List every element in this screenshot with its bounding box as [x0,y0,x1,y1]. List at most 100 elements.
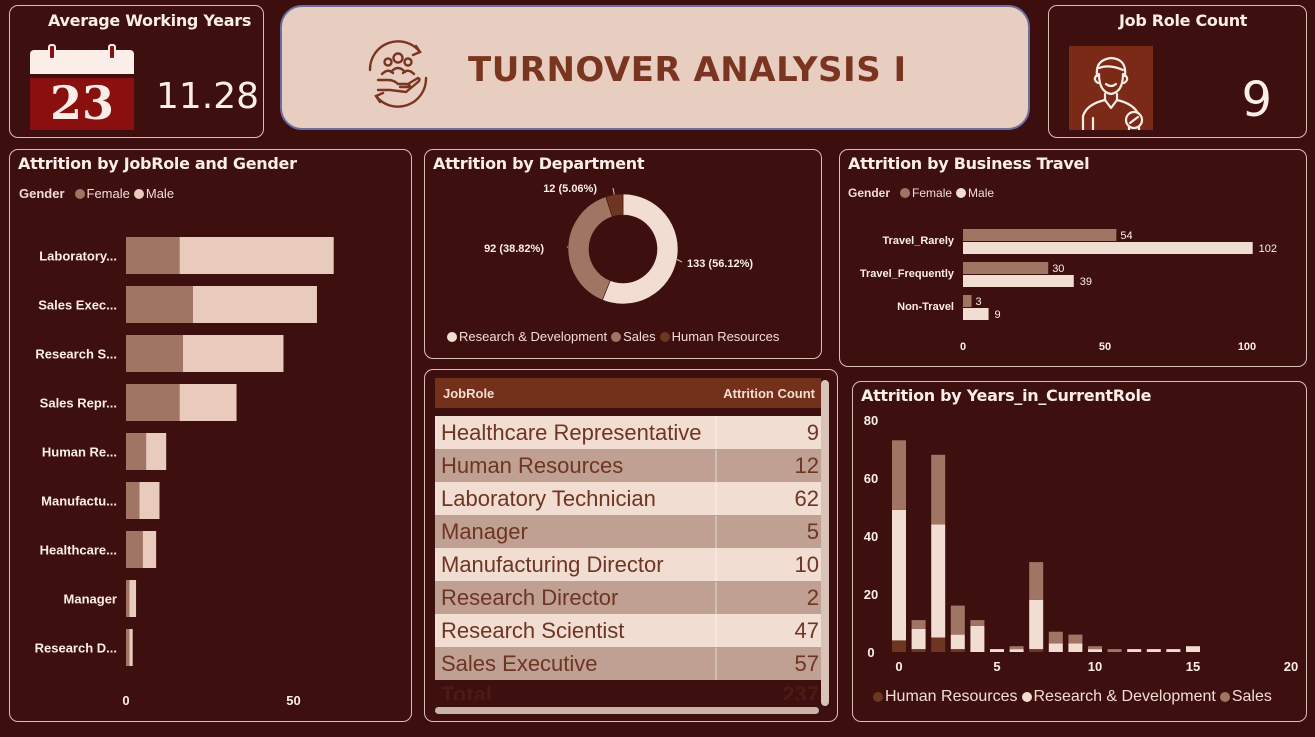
table-row[interactable]: Manufacturing Director 10 [435,548,821,581]
chart-title: Attrition by Department [433,154,645,173]
legend-hr-dot [659,332,670,342]
data-label: 92 (38.82%) [484,243,544,255]
data-label: 3 [976,296,982,308]
y-tick-label: 60 [864,471,878,486]
bar-male [179,384,237,421]
y-tick-label: Manager [64,592,117,607]
x-tick-label: 10 [1088,659,1102,674]
y-tick-label: Laboratory... [39,249,117,264]
bar-male [179,237,334,274]
legend-female: Female [86,186,130,201]
total-label: Total [441,682,492,700]
cell-attrition-count: 47 [715,615,821,647]
data-label: 39 [1080,276,1092,288]
legend-hr-dot [873,692,883,702]
bar-male [129,629,133,666]
bar-female [963,262,1049,274]
bar-segment [990,649,1004,652]
bar-segment [931,637,946,652]
bar-male [142,531,157,568]
y-tick-label: Travel_Rarely [882,235,954,247]
leader-line [612,187,615,195]
data-label: 30 [1052,263,1064,275]
kpi-average-working-years: Average Working Years 23 11.28 [9,5,264,138]
table-row[interactable]: Sales Executive 57 [435,647,821,680]
col-jobrole[interactable]: JobRole [443,385,495,401]
bar-female [126,286,193,323]
data-label: 9 [995,309,1001,321]
cell-jobrole: Laboratory Technician [441,486,656,511]
table-row[interactable]: Manager 5 [435,515,821,548]
bar-segment [1146,649,1161,652]
legend-male: Male [968,186,995,200]
bar-segment [931,524,946,638]
bar-male [129,580,137,617]
donut-slice [601,193,679,305]
cell-jobrole: Research Director [441,585,619,610]
table-vertical-scrollbar[interactable] [821,380,829,706]
bar-segment [931,454,946,525]
kpi-value: 9 [1241,72,1272,128]
turnover-icon [368,40,428,108]
panel-department: Attrition by Department 133 (56.12%) 92 (… [424,149,822,359]
bar-female [126,531,143,568]
chart-title: Attrition by JobRole and Gender [18,154,297,173]
bar-segment [950,605,965,635]
legend-rd-dot [1021,692,1032,702]
bar-segment [1029,649,1044,652]
x-tick-label: 0 [895,659,902,674]
legend-sales: Sales [1231,688,1272,705]
bar-segment [1186,646,1200,652]
employee-icon [1069,46,1153,130]
bar-segment [1127,649,1142,652]
table-row[interactable]: Laboratory Technician 62 [435,482,821,515]
table-row[interactable]: Research Director 2 [435,581,821,614]
table-body: Healthcare Representative 9 Human Resource… [435,416,821,680]
bar-segment [1048,631,1063,644]
legend-male-dot [956,188,967,198]
table-row[interactable]: Research Scientist 47 [435,614,821,647]
y-tick-label: Sales Exec... [38,298,117,313]
chart-business-travel: 54102Travel_Rarely3039Travel_Frequently3… [860,229,1277,353]
kpi-title: Average Working Years [48,11,252,30]
kpi-value: 11.28 [156,76,260,117]
total-value: 237 [782,682,819,700]
leader-line [676,259,683,263]
bar-segment [892,440,906,510]
bar-male [963,242,1253,254]
cell-jobrole: Research Scientist [441,618,625,643]
calendar-icon: 23 [30,44,134,130]
page-title: TURNOVER ANALYSIS I [468,50,907,90]
legend-male-dot [133,189,144,199]
cell-attrition-count: 9 [715,417,821,449]
bar-female [126,384,180,421]
bar-segment [911,649,926,652]
legend-rd-dot [447,332,457,342]
chart-legend: Human Resources Research & Development Sal… [873,688,1272,706]
bar-segment [1068,634,1083,644]
chart-title: Attrition by Business Travel [848,154,1090,173]
bar-female [963,295,972,307]
table-horizontal-scrollbar[interactable] [435,707,819,714]
x-tick-label: 50 [1099,341,1111,353]
legend-hr: Human Resources [671,329,780,344]
data-label: 133 (56.12%) [687,258,753,270]
y-tick-label: Non-Travel [897,301,954,313]
table-row[interactable]: Human Resources 12 [435,449,821,482]
chart-title: Attrition by Years_in_CurrentRole [861,386,1152,405]
bar-male [963,275,1074,287]
bar-segment [1107,649,1122,652]
bar-female [126,237,180,274]
bar-female [126,482,140,519]
legend-hr: Human Resources [885,688,1018,705]
calendar-day: 23 [49,76,114,130]
bar-segment [1088,649,1102,652]
panel-jobrole-table: JobRole Attrition Count Healthcare Repre… [424,369,838,722]
legend-female: Female [912,186,953,200]
y-tick-label: Sales Repr... [40,396,117,411]
table-row[interactable]: Healthcare Representative 9 [435,416,821,449]
table-header: JobRole Attrition Count [435,378,821,408]
col-attrition-count[interactable]: Attrition Count [723,385,815,401]
cell-attrition-count: 5 [715,516,821,548]
cell-jobrole: Sales Executive [441,651,598,676]
